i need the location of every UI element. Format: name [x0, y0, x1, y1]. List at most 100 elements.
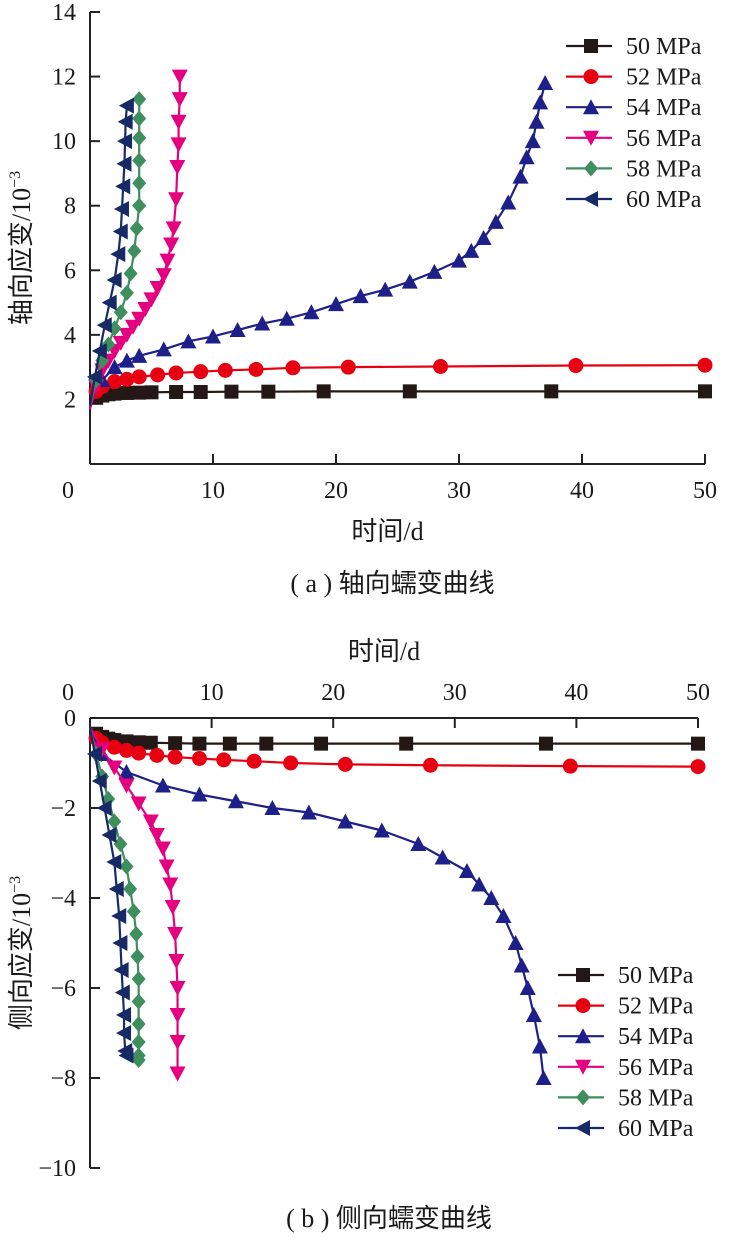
- y-tick-label: −6: [50, 976, 76, 1002]
- series-56-mpa: [89, 726, 186, 1082]
- legend-label: 58 MPa: [626, 156, 702, 182]
- legend-label: 52 MPa: [618, 994, 694, 1020]
- data-point: [169, 1066, 186, 1082]
- data-point: [531, 1038, 548, 1054]
- y-tick-label: 2: [64, 387, 76, 413]
- data-point: [169, 1035, 186, 1050]
- legend-label: 54 MPa: [618, 1024, 694, 1050]
- data-point: [513, 957, 530, 973]
- x-tick-label: 0: [62, 478, 74, 504]
- legend-label: 60 MPa: [618, 1116, 694, 1142]
- y-axis-title-exponent: −3: [7, 876, 24, 893]
- legend-item: 58 MPa: [566, 156, 702, 182]
- legend-label: 50 MPa: [626, 34, 702, 60]
- legend-marker: [583, 99, 599, 115]
- data-point: [500, 194, 517, 210]
- data-point: [562, 758, 578, 774]
- data-point: [114, 984, 130, 1001]
- data-point: [528, 113, 545, 129]
- data-point: [131, 735, 146, 750]
- legend-item: 58 MPa: [558, 1085, 694, 1111]
- data-point: [91, 343, 107, 359]
- data-point: [118, 778, 135, 794]
- data-point: [246, 753, 262, 769]
- legend-item: 56 MPa: [558, 1055, 694, 1081]
- data-point: [132, 110, 147, 127]
- data-point: [471, 876, 488, 892]
- y-axis-title: 轴向应变/10−3: [7, 171, 36, 325]
- data-point: [433, 358, 449, 374]
- data-point: [285, 360, 301, 376]
- data-point: [131, 347, 148, 363]
- x-tick-label: 30: [447, 478, 471, 504]
- legend-marker: [584, 160, 598, 177]
- x-axis-title: 时间/d: [348, 637, 420, 666]
- data-point: [690, 759, 706, 775]
- legend: 50 MPa 52 MPa 54 MPa 56 MPa 58 MPa 60 MPa: [566, 34, 702, 213]
- x-tick-label: 50: [686, 680, 710, 706]
- data-point: [125, 319, 142, 335]
- x-tick-label: 50: [693, 478, 717, 504]
- data-point: [129, 926, 144, 942]
- series-line: [88, 726, 545, 1079]
- data-point: [487, 213, 504, 229]
- legend-item: 50 MPa: [566, 34, 702, 60]
- data-point: [107, 386, 122, 401]
- data-point: [113, 304, 128, 321]
- data-point: [119, 385, 134, 400]
- y-tick-label: 10: [52, 129, 76, 155]
- data-point: [123, 265, 138, 282]
- data-point: [96, 317, 112, 334]
- x-tick-label: 10: [201, 478, 225, 504]
- data-point: [193, 385, 208, 400]
- data-point: [131, 311, 148, 327]
- data-point: [117, 133, 133, 150]
- data-point: [169, 159, 186, 175]
- data-point: [532, 94, 549, 110]
- series-52-mpa: [88, 726, 706, 775]
- data-point: [507, 935, 524, 950]
- data-point: [113, 962, 129, 978]
- data-point: [86, 368, 102, 385]
- data-point: [113, 200, 129, 217]
- data-point: [159, 253, 176, 269]
- data-point: [132, 175, 147, 192]
- data-point: [169, 1008, 186, 1023]
- legend-label: 56 MPa: [626, 126, 702, 152]
- data-point: [129, 220, 144, 237]
- data-point: [111, 908, 127, 924]
- data-point: [131, 1034, 146, 1050]
- data-point: [698, 384, 712, 399]
- data-point: [112, 935, 128, 951]
- y-axis-title-text: 侧向应变/10: [7, 893, 36, 1030]
- data-point: [131, 745, 147, 761]
- y-tick-label: 8: [64, 194, 76, 220]
- x-tick-label: 0: [62, 680, 74, 706]
- data-point: [118, 742, 134, 758]
- data-point: [568, 358, 584, 374]
- data-point: [495, 908, 512, 923]
- data-point: [101, 294, 117, 311]
- data-point: [118, 1047, 134, 1064]
- x-tick-label: 10: [200, 680, 224, 706]
- data-point: [217, 362, 233, 378]
- data-point: [155, 341, 172, 357]
- data-point: [524, 133, 541, 149]
- data-point: [192, 736, 207, 751]
- data-point: [107, 813, 122, 830]
- legend-label: 58 MPa: [618, 1085, 694, 1111]
- legend-marker: [584, 39, 598, 53]
- legend-marker: [575, 1120, 590, 1136]
- legend-item: 60 MPa: [558, 1116, 694, 1142]
- data-point: [314, 736, 329, 751]
- data-point: [535, 1070, 552, 1085]
- series-line: [89, 82, 547, 404]
- data-point: [130, 948, 145, 965]
- lateral-creep-chart: 0 10 20 30 40 50 0 −2 −4 −6 −8 −10 时间/d 侧向应变/10−3 ( b …: [7, 637, 710, 1233]
- data-point: [537, 75, 554, 91]
- data-point: [539, 736, 553, 751]
- data-point: [132, 385, 147, 400]
- data-point: [227, 793, 244, 809]
- data-point: [91, 773, 107, 789]
- data-point: [171, 69, 188, 85]
